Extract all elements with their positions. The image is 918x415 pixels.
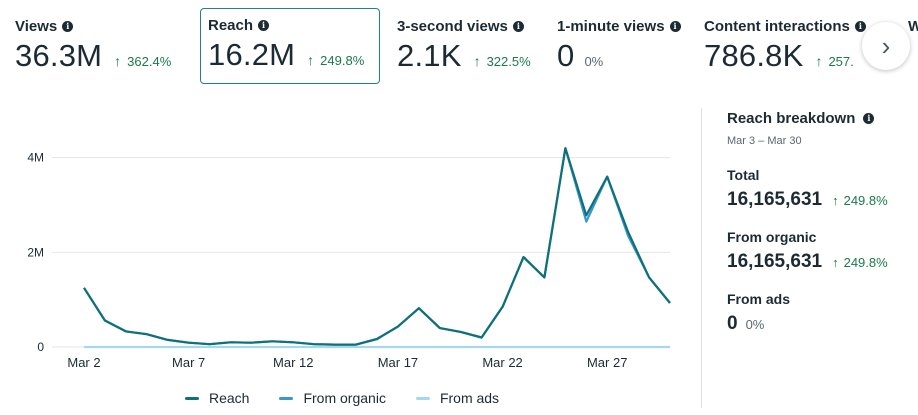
info-icon[interactable]: i: [62, 21, 74, 32]
y-tick-label: 2M: [27, 245, 44, 259]
legend-swatch: [185, 396, 199, 400]
info-icon[interactable]: i: [863, 113, 875, 124]
breakdown-title: Reach breakdown: [727, 110, 856, 127]
arrow-up-icon: ↑: [832, 255, 839, 270]
reach-breakdown-panel: Reach breakdown i Mar 3 – Mar 30 Total 1…: [727, 110, 917, 335]
metric-label: Content interactions: [704, 18, 850, 35]
breakdown-total: Total 16,165,631 ↑ 249.8%: [727, 167, 917, 211]
breakdown-change: ↑ 249.8%: [832, 193, 888, 208]
legend-label: From ads: [439, 390, 500, 406]
metric-value: 16.2M: [208, 37, 296, 72]
reach-line-chart: 0 2M 4M Mar 2 Mar 7 Mar 12 Mar 17 Mar 22 Mar 27: [27, 147, 671, 370]
chevron-right-icon: ›: [881, 30, 891, 61]
x-tick-label: Mar 22: [482, 355, 522, 370]
chart-legend: Reach From organic From ads: [185, 390, 499, 406]
arrow-up-icon: ↑: [832, 193, 839, 208]
metrics-row: Views i 36.3M ↑ 362.4% Reach i 16.2M ↑ 249.8…: [0, 0, 918, 90]
metric-card-1-minute-views[interactable]: 1-minute views i 0 0%: [557, 8, 681, 84]
arrow-up-icon: ↑: [815, 53, 823, 69]
x-tick-label: Mar 27: [587, 355, 627, 370]
arrow-up-icon: ↑: [307, 52, 315, 68]
legend-item-from-organic[interactable]: From organic: [279, 390, 386, 406]
legend-item-from-ads[interactable]: From ads: [415, 390, 500, 406]
breakdown-label: From organic: [727, 229, 817, 245]
next-metrics-button[interactable]: ›: [862, 22, 910, 70]
metric-card-reach[interactable]: Reach i 16.2M ↑ 249.8%: [200, 8, 380, 84]
metric-change: 0%: [584, 54, 604, 69]
breakdown-date-range: Mar 3 – Mar 30: [727, 135, 802, 147]
breakdown-change: 0%: [745, 317, 765, 332]
metric-label: Views: [15, 18, 58, 35]
metric-value: 786.8K: [704, 38, 804, 73]
arrow-up-icon: ↑: [473, 53, 481, 69]
metric-card-partial[interactable]: W: [908, 8, 918, 84]
breakdown-change: ↑ 249.8%: [832, 255, 888, 270]
legend-swatch: [279, 396, 294, 400]
info-icon[interactable]: i: [258, 20, 270, 31]
metric-change: ↑ 362.4%: [114, 53, 172, 69]
metric-label: 3-second views: [397, 18, 508, 35]
breakdown-value: 0: [727, 313, 738, 334]
x-tick-label: Mar 12: [273, 355, 313, 370]
breakdown-label: From ads: [727, 291, 791, 307]
series-line-reach: [83, 147, 671, 346]
breakdown-from-ads: From ads 0 0%: [727, 291, 917, 335]
metric-label: W: [908, 18, 918, 35]
breakdown-value: 16,165,631: [727, 251, 823, 272]
breakdown-from-organic: From organic 16,165,631 ↑ 249.8%: [727, 229, 917, 273]
series-line-from-organic: [83, 147, 671, 346]
legend-item-reach[interactable]: Reach: [185, 390, 249, 406]
metric-value: 2.1K: [397, 38, 462, 73]
metric-label: Reach: [208, 17, 254, 34]
metric-label: 1-minute views: [557, 18, 665, 35]
info-icon[interactable]: i: [512, 21, 524, 32]
metric-change: ↑ 322.5%: [473, 53, 531, 69]
y-tick-label: 4M: [27, 151, 44, 165]
info-icon[interactable]: i: [669, 21, 681, 32]
x-tick-label: Mar 17: [378, 355, 418, 370]
panel-divider: [701, 108, 702, 408]
metric-card-3-second-views[interactable]: 3-second views i 2.1K ↑ 322.5%: [397, 8, 531, 84]
arrow-up-icon: ↑: [114, 53, 122, 69]
metric-card-content-interactions[interactable]: Content interactions i 786.8K ↑ 257.: [704, 8, 866, 84]
x-tick-label: Mar 7: [172, 355, 205, 370]
legend-label: Reach: [209, 390, 250, 406]
legend-swatch: [415, 396, 430, 400]
metric-value: 36.3M: [15, 38, 103, 73]
y-tick-label: 0: [37, 340, 44, 354]
legend-label: From organic: [303, 390, 386, 406]
breakdown-label: Total: [727, 167, 760, 183]
metric-value: 0: [557, 38, 575, 73]
info-icon[interactable]: i: [854, 21, 866, 32]
breakdown-value: 16,165,631: [727, 189, 823, 210]
metric-change: ↑ 257.: [815, 53, 854, 69]
x-tick-label: Mar 2: [67, 355, 100, 370]
metric-card-views[interactable]: Views i 36.3M ↑ 362.4%: [15, 8, 171, 84]
metric-change: ↑ 249.8%: [307, 52, 365, 68]
